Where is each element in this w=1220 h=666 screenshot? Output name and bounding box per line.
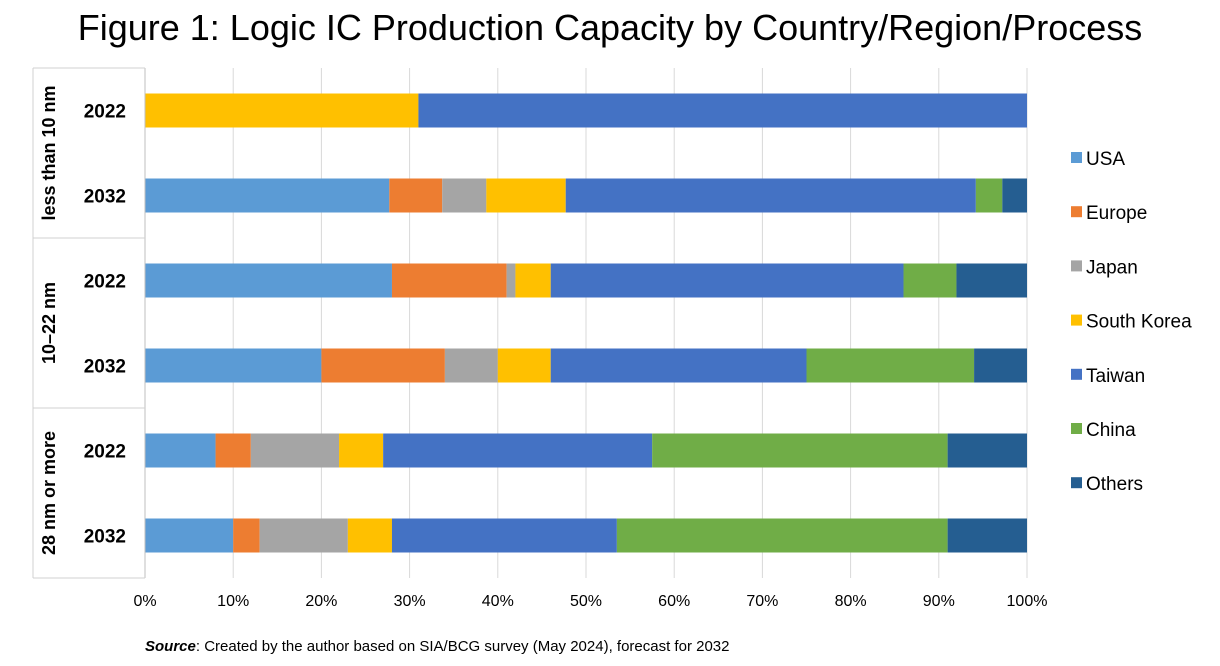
y-category-label: 2022 — [84, 102, 126, 123]
bar-segment-europe — [389, 178, 443, 213]
source-note: Source: Created by the author based on S… — [145, 638, 729, 656]
x-tick-label: 80% — [835, 593, 867, 610]
bar-segment-japan — [250, 433, 340, 468]
bar-segment-south-korea — [339, 433, 384, 468]
x-tick-label: 90% — [923, 593, 955, 610]
x-tick-label: 70% — [746, 593, 778, 610]
bar-segment-usa — [145, 263, 392, 298]
bar-segment-china — [975, 178, 1003, 213]
legend-swatch-europe — [1071, 206, 1082, 218]
source-label: Source — [145, 638, 196, 655]
bar-segment-usa — [145, 433, 216, 468]
bar-segment-usa — [145, 348, 322, 383]
bar-segment-taiwan — [383, 433, 653, 468]
bar-segment-taiwan — [391, 518, 617, 553]
legend-label: USA — [1086, 149, 1125, 170]
bar-segment-south-korea — [347, 518, 392, 553]
bar-segment-japan — [259, 518, 348, 553]
legend-label: Others — [1086, 474, 1143, 495]
bar-segment-usa — [145, 178, 390, 213]
bar-segment-europe — [391, 263, 507, 298]
bar-segment-china — [903, 263, 957, 298]
x-tick-label: 10% — [217, 593, 249, 610]
x-tick-label: 100% — [1007, 593, 1048, 610]
bar-segment-taiwan — [418, 93, 1027, 128]
bar-segment-others — [956, 263, 1027, 298]
bar-segment-china — [616, 518, 948, 553]
x-tick-label: 40% — [482, 593, 514, 610]
group-label: 10–22 nm — [39, 282, 59, 364]
bar-segment-japan — [444, 348, 498, 383]
source-text: : Created by the author based on SIA/BCG… — [195, 638, 730, 655]
bar-segment-south-korea — [486, 178, 566, 213]
legend-swatch-usa — [1071, 152, 1082, 163]
legend-swatch-taiwan — [1071, 368, 1082, 380]
bar-segment-others — [947, 518, 1027, 553]
y-category-label: 2022 — [84, 272, 126, 293]
bar-segment-japan — [506, 263, 516, 298]
legend-label: South Korea — [1086, 312, 1192, 333]
legend-label: Europe — [1086, 203, 1147, 224]
bar-segment-others — [974, 348, 1027, 383]
bar-segment-europe — [233, 518, 260, 553]
y-category-label: 2032 — [84, 187, 126, 208]
bar-segment-taiwan — [550, 263, 904, 298]
group-label: 28 nm or more — [39, 431, 59, 555]
legend-swatch-south-korea — [1071, 314, 1082, 326]
bar-segment-south-korea — [515, 263, 551, 298]
y-category-label: 2032 — [84, 357, 126, 378]
chart-title: Figure 1: Logic IC Production Capacity b… — [77, 7, 1143, 48]
bar-segment-usa — [145, 518, 234, 553]
bar-segment-south-korea — [145, 93, 419, 128]
bar-segment-europe — [215, 433, 251, 468]
x-tick-label: 30% — [394, 593, 426, 610]
x-tick-label: 0% — [133, 593, 156, 610]
legend-swatch-others — [1071, 477, 1082, 489]
legend-label: Taiwan — [1086, 366, 1145, 387]
group-label: less than 10 nm — [39, 85, 59, 220]
bar-segment-others — [1002, 178, 1027, 213]
bar-segment-japan — [442, 178, 487, 213]
x-tick-label: 50% — [570, 593, 602, 610]
y-category-label: 2032 — [84, 527, 126, 548]
x-tick-label: 60% — [658, 593, 690, 610]
bar-segment-south-korea — [497, 348, 551, 383]
bar-segment-taiwan — [550, 348, 807, 383]
bar-segment-china — [806, 348, 975, 383]
bar-segment-others — [947, 433, 1027, 468]
y-category-label: 2022 — [84, 442, 126, 463]
bar-segment-china — [652, 433, 948, 468]
legend-swatch-china — [1071, 423, 1082, 434]
bar-segment-europe — [321, 348, 445, 383]
legend-label: Japan — [1086, 257, 1138, 278]
legend-label: China — [1086, 420, 1136, 441]
bar-segment-taiwan — [565, 178, 976, 213]
legend-swatch-japan — [1071, 260, 1082, 272]
x-tick-label: 20% — [305, 593, 337, 610]
